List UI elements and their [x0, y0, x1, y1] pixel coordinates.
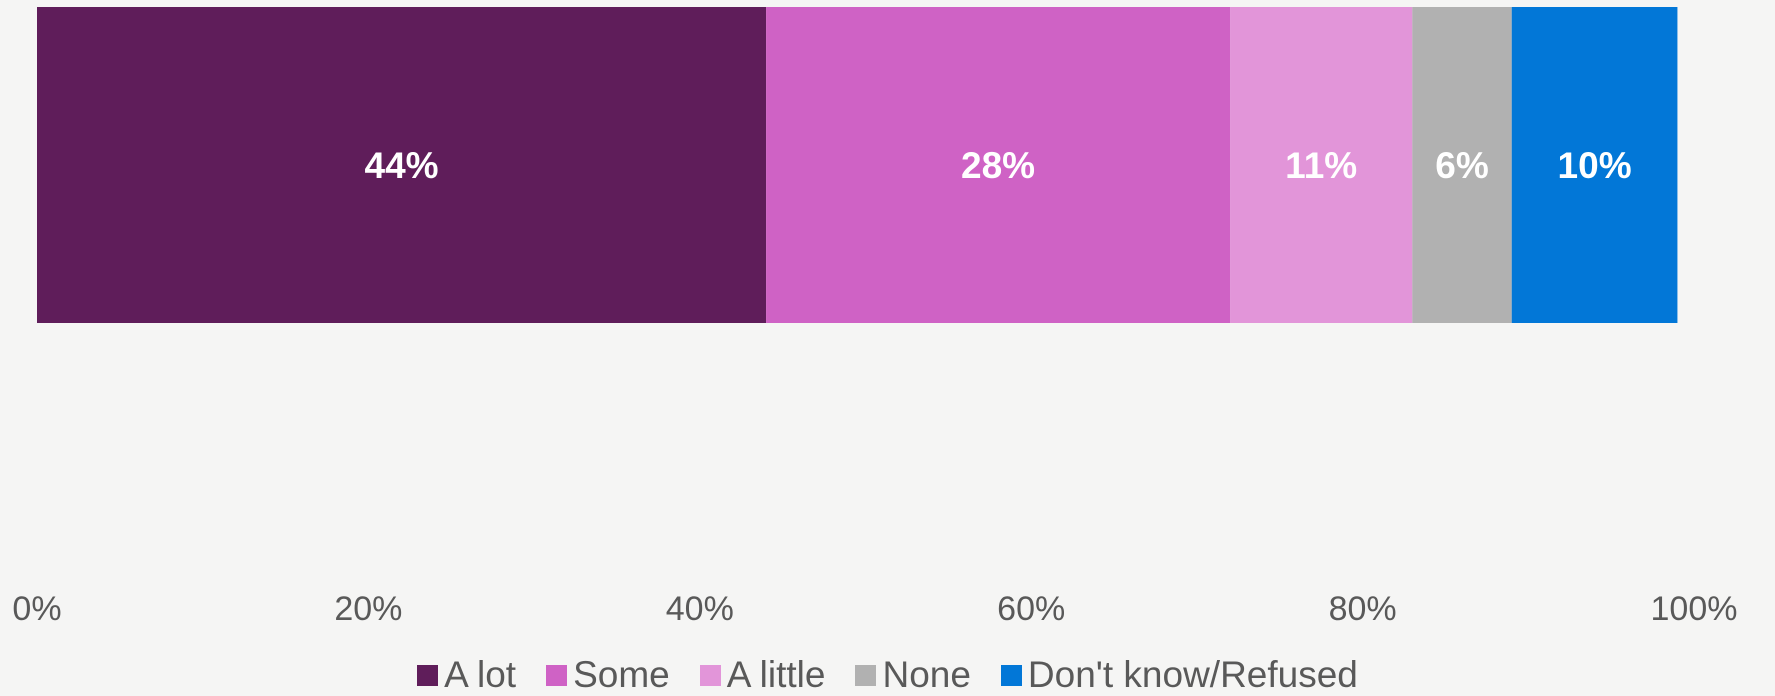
legend-swatch: [417, 664, 439, 686]
legend: A lot Some A little None Don't know/Refused: [0, 654, 1775, 696]
legend-swatch: [699, 664, 721, 686]
x-tick-label: 0%: [12, 590, 61, 628]
legend-label: A lot: [444, 654, 517, 695]
legend-label: Some: [573, 654, 670, 695]
legend-label: None: [882, 654, 971, 695]
legend-label: Don't know/Refused: [1027, 654, 1358, 695]
data-label-4: 6%: [1435, 145, 1488, 186]
legend-item: Some: [546, 654, 670, 696]
legend-swatch: [855, 664, 877, 686]
x-tick-label: 40%: [666, 590, 734, 628]
legend-item: Don't know/Refused: [1000, 654, 1358, 696]
legend-swatch: [546, 664, 568, 686]
legend-label: A little: [726, 654, 826, 695]
data-label-2: 28%: [961, 145, 1035, 186]
bar-segment-1: [37, 7, 767, 323]
x-tick-label: 60%: [997, 590, 1065, 628]
legend-item: None: [855, 654, 971, 696]
data-label-1: 44%: [365, 145, 439, 186]
data-label-5: 10%: [1558, 145, 1632, 186]
x-tick-label: 20%: [334, 590, 402, 628]
data-label-3: 11%: [1285, 145, 1357, 186]
legend-item: A lot: [417, 654, 516, 696]
legend-item: A little: [699, 654, 826, 696]
bar-segment-5: [1511, 7, 1678, 323]
bar-segment-3: [1230, 7, 1413, 323]
bar-segment-2: [766, 7, 1231, 323]
x-tick-label: 80%: [1329, 590, 1397, 628]
x-tick-label: 100%: [1651, 590, 1738, 628]
legend-swatch: [1000, 664, 1022, 686]
bar-segment-4: [1412, 7, 1512, 323]
